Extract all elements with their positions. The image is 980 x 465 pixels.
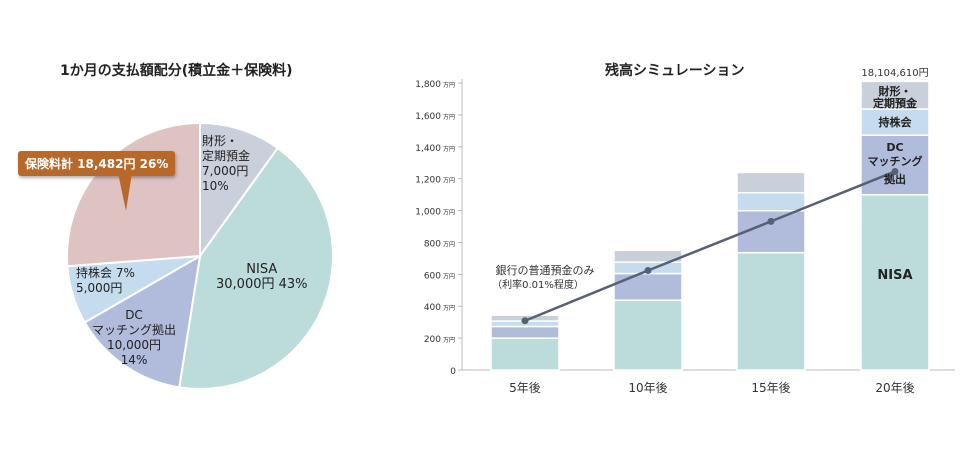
pie-slice-2 (83, 254, 202, 389)
bar-segment (860, 194, 930, 371)
y-tick-label: 800 (424, 239, 441, 249)
bar-segment (736, 251, 806, 371)
segment-label: 定期預金 (873, 96, 918, 110)
label-line: 10,000円 (107, 338, 161, 352)
line-point (767, 217, 775, 225)
label-line: マッチング拠出 (92, 323, 177, 337)
segment-label: 財形・ (878, 84, 912, 98)
y-tick-label: 1,800 (415, 80, 441, 90)
bar-segment (490, 337, 560, 371)
pie-slice-0 (199, 121, 280, 260)
line-note: （利率0.01%程度） (492, 278, 584, 291)
line-series (524, 170, 896, 322)
label-line: 定期預金 (202, 149, 251, 163)
x-tick-label: 5年後 (509, 381, 541, 395)
label-line: DC (125, 308, 143, 322)
bar-segment (860, 134, 930, 196)
line-point (644, 267, 652, 275)
y-tick-unit: 万円 (443, 114, 455, 121)
label-zaikei: 財形・ 定期預金 7,000円 10% (202, 134, 250, 194)
line-point (891, 167, 899, 175)
segment-label: 拠出 (884, 172, 906, 186)
y-tick-label: 400 (424, 303, 441, 313)
segment-label: 持株会 (879, 115, 913, 129)
label-nisa: NISA 30,000円 43% (216, 262, 308, 292)
label-line: 30,000円 43% (216, 277, 308, 292)
pie-title: 1か月の支払額配分(積立金＋保険料) (60, 63, 293, 79)
label-mochi: 持株会 7% 5,000円 (76, 266, 135, 296)
segment-label: DC (886, 141, 903, 154)
total-label: 18,104,610円 (861, 68, 928, 79)
y-tick-label: 1,000 (415, 208, 441, 218)
label-line: 5,000円 (76, 281, 123, 295)
x-tick-label: 15年後 (751, 381, 790, 395)
y-tick-unit: 万円 (443, 273, 455, 280)
y-tick-label: 1,600 (415, 112, 441, 122)
y-tick-unit: 万円 (443, 146, 455, 153)
y-tick-label: 1,200 (415, 176, 441, 186)
y-tick-unit: 万円 (443, 82, 455, 89)
segment-label: マッチング (868, 154, 923, 168)
y-tick-unit: 万円 (443, 305, 455, 312)
label-line: 10% (202, 179, 229, 193)
bar-title: 残高シミュレーション (605, 63, 745, 79)
x-tick-label: 20年後 (875, 381, 914, 395)
y-tick-label: 1,400 (415, 144, 441, 154)
bar-segment (736, 191, 806, 212)
bar-segment (736, 171, 806, 194)
bar-segment (860, 80, 930, 110)
bar-segment (613, 272, 683, 301)
y-tick-unit: 万円 (443, 241, 455, 248)
label-line: 持株会 7% (76, 266, 135, 280)
bar-segment (860, 108, 930, 136)
label-line: 14% (120, 353, 148, 367)
x-tick-label: 10年後 (628, 381, 667, 395)
segment-label: NISA (877, 268, 912, 283)
y-tick-unit: 万円 (443, 337, 455, 344)
label-line: 財形・ (202, 134, 239, 148)
callout-pointer (118, 173, 132, 211)
insurance-callout: 保険料計 18,482円 26% (18, 151, 176, 176)
y-tick-unit: 万円 (443, 178, 455, 185)
bar-segment (490, 325, 560, 339)
bar-segment (613, 299, 683, 371)
line-point (521, 317, 529, 325)
label-line: NISA (246, 262, 278, 277)
y-tick-label: 600 (424, 271, 441, 281)
line-label: 銀行の普通預金のみ (496, 263, 595, 277)
y-tick-label: 200 (424, 335, 441, 345)
y-tick-unit: 万円 (443, 210, 455, 217)
label-dc: DC マッチング拠出 10,000円 14% (92, 308, 176, 368)
pie-chart (66, 121, 334, 390)
label-line: 7,000円 (202, 164, 249, 178)
pie-slice-1 (178, 146, 334, 390)
y-tick-label: 0 (450, 367, 456, 377)
